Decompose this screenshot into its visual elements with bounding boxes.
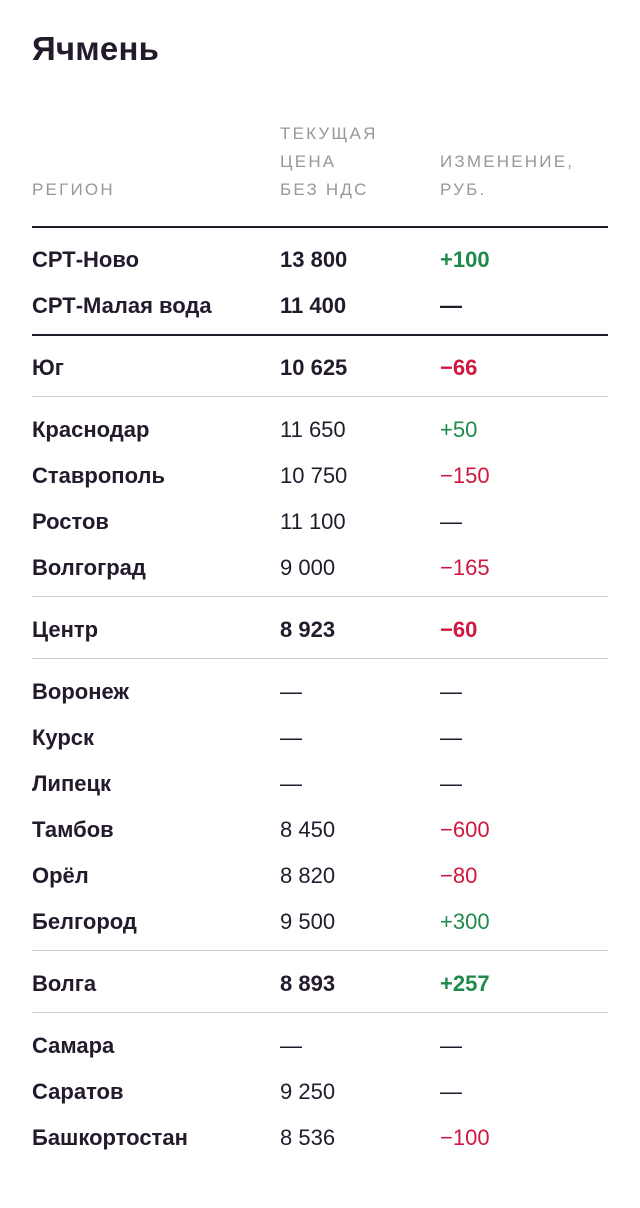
price-value: — — [280, 1033, 302, 1058]
change-value: −60 — [440, 617, 478, 642]
table-row: Краснодар 11 650 +50 — [0, 406, 640, 452]
price-value: — — [280, 679, 302, 704]
price-value: 9 250 — [280, 1079, 336, 1104]
header-divider — [32, 226, 608, 228]
region-name: Краснодар — [32, 417, 150, 442]
table-row: Юг 10 625 −66 — [0, 344, 640, 390]
price-value: — — [280, 725, 302, 750]
change-value: — — [440, 679, 462, 704]
change-value: — — [440, 1079, 462, 1104]
region-name: Ставрополь — [32, 463, 165, 488]
table-row: Белгород 9 500 +300 — [0, 898, 640, 944]
change-value: +50 — [440, 417, 478, 442]
group-divider — [32, 596, 608, 597]
table-row: СРТ-Ново 13 800 +100 — [0, 236, 640, 282]
price-value: 13 800 — [280, 247, 348, 272]
change-value: — — [440, 1033, 462, 1058]
region-name: Воронеж — [32, 679, 130, 704]
table-row: Ростов 11 100 — — [0, 498, 640, 544]
column-header-change-line: ИЗМЕНЕНИЕ, — [440, 152, 575, 171]
group-divider — [32, 1012, 608, 1013]
price-value: 9 500 — [280, 909, 336, 934]
region-name: Орёл — [32, 863, 89, 888]
table-row: Курск — — — [0, 714, 640, 760]
column-header-price: ТЕКУЩАЯ ЦЕНА БЕЗ НДС — [280, 120, 410, 204]
region-name: Курск — [32, 725, 95, 750]
change-value: — — [440, 771, 462, 796]
price-value: 10 750 — [280, 463, 348, 488]
price-value: 11 400 — [280, 293, 347, 318]
table-row: Волгоград 9 000 −165 — [0, 544, 640, 590]
change-value: −80 — [440, 863, 478, 888]
group-divider — [32, 334, 608, 336]
region-name: Центр — [32, 617, 99, 642]
column-header-price-line: БЕЗ НДС — [280, 180, 369, 199]
price-value: 8 923 — [280, 617, 336, 642]
column-header-price-line: ЦЕНА — [280, 152, 337, 171]
change-value: +300 — [440, 909, 490, 934]
price-value: 8 893 — [280, 971, 336, 996]
region-name: Саратов — [32, 1079, 124, 1104]
change-value: — — [440, 509, 462, 534]
region-name: СРТ-Ново — [32, 247, 140, 272]
table-row: Воронеж — — — [0, 668, 640, 714]
region-name: Самара — [32, 1033, 115, 1058]
price-value: 10 625 — [280, 355, 348, 380]
column-header-region: РЕГИОН — [32, 180, 115, 199]
price-value: — — [280, 771, 302, 796]
table-row: Самара — — — [0, 1022, 640, 1068]
table-row: СРТ-Малая вода 11 400 — — [0, 282, 640, 328]
page-title: Ячмень — [32, 30, 160, 67]
price-value: 8 820 — [280, 863, 336, 888]
table-row: Орёл 8 820 −80 — [0, 852, 640, 898]
change-value: — — [440, 725, 462, 750]
table-row: Саратов 9 250 — — [0, 1068, 640, 1114]
column-header-change: ИЗМЕНЕНИЕ, РУБ. — [440, 148, 610, 204]
change-value: +257 — [440, 971, 490, 996]
price-value: 8 450 — [280, 817, 336, 842]
change-value: −600 — [440, 817, 490, 842]
table-row: Волга 8 893 +257 — [0, 960, 640, 1006]
region-name: Юг — [32, 355, 64, 380]
region-name: Белгород — [32, 909, 137, 934]
region-name: Липецк — [32, 771, 112, 796]
table-row: Центр 8 923 −60 — [0, 606, 640, 652]
region-name: СРТ-Малая вода — [32, 293, 212, 318]
change-value: −150 — [440, 463, 490, 488]
change-value: −66 — [440, 355, 478, 380]
table-row: Липецк — — — [0, 760, 640, 806]
column-header-change-line: РУБ. — [440, 180, 487, 199]
region-name: Волгоград — [32, 555, 146, 580]
table-row: Ставрополь 10 750 −150 — [0, 452, 640, 498]
group-divider — [32, 396, 608, 397]
group-divider — [32, 658, 608, 659]
price-value: 11 650 — [280, 417, 346, 442]
region-name: Тамбов — [32, 817, 114, 842]
region-name: Башкортостан — [32, 1125, 188, 1150]
price-value: 11 100 — [280, 509, 346, 534]
price-value: 8 536 — [280, 1125, 336, 1150]
table-row: Тамбов 8 450 −600 — [0, 806, 640, 852]
change-value: +100 — [440, 247, 490, 272]
price-value: 9 000 — [280, 555, 336, 580]
table-row: Башкортостан 8 536 −100 — [0, 1114, 640, 1160]
change-value: — — [440, 293, 462, 318]
change-value: −165 — [440, 555, 490, 580]
region-name: Ростов — [32, 509, 109, 534]
region-name: Волга — [32, 971, 97, 996]
change-value: −100 — [440, 1125, 490, 1150]
group-divider — [32, 950, 608, 951]
column-header-price-line: ТЕКУЩАЯ — [280, 124, 378, 143]
